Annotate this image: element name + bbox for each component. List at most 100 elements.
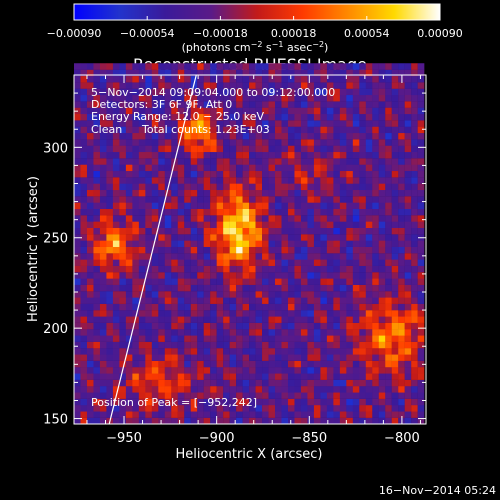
heatmap-pixel [249,221,256,229]
heatmap-pixel [93,354,101,361]
heatmap-pixel [411,348,418,355]
heatmap-pixel [359,82,366,89]
heatmap-pixel [119,417,127,425]
heatmap-pixel [236,322,243,330]
heatmap-pixel [320,303,328,311]
heatmap-pixel [229,208,237,216]
heatmap-pixel [294,348,302,355]
heatmap-pixel [326,278,334,285]
heatmap-pixel [171,120,178,127]
heatmap-pixel [255,259,263,266]
heatmap-pixel [171,101,178,108]
heatmap-pixel [158,227,165,235]
heatmap-pixel [151,284,159,292]
heatmap-pixel [307,196,315,203]
heatmap-pixel [391,139,399,146]
heatmap-pixel [326,284,334,292]
heatmap-pixel [281,335,289,342]
heatmap-pixel [255,221,263,229]
heatmap-pixel [132,310,140,317]
annotation-counts: Total counts: 1.23E+03 [141,123,270,136]
heatmap-pixel [119,291,127,298]
heatmap-pixel [190,164,198,172]
heatmap-pixel [307,253,315,260]
heatmap-pixel [359,94,366,102]
heatmap-pixel [385,392,392,399]
heatmap-pixel [151,113,159,121]
heatmap-pixel [275,386,282,393]
heatmap-pixel [313,94,321,102]
heatmap-pixel [287,164,295,172]
heatmap-pixel [287,367,295,374]
heatmap-pixel [177,196,185,203]
heatmap-pixel [86,234,94,241]
heatmap-pixel [404,189,412,197]
heatmap-pixel [74,227,81,235]
heatmap-pixel [99,278,107,285]
heatmap-pixel [99,183,107,191]
heatmap-pixel [223,297,230,304]
heatmap-pixel [125,329,133,336]
heatmap-pixel [145,322,153,330]
heatmap-pixel [281,94,289,102]
heatmap-pixel [216,164,224,172]
heatmap-pixel [164,278,172,285]
heatmap-pixel [339,303,347,311]
heatmap-pixel [99,170,107,178]
heatmap-pixel [158,139,165,146]
heatmap-pixel [378,284,386,292]
heatmap-pixel [197,158,204,165]
heatmap-pixel [359,329,366,336]
heatmap-pixel [210,297,217,304]
heatmap-pixel [210,94,217,102]
heatmap-pixel [320,284,328,292]
heatmap-pixel [171,259,178,266]
heatmap-pixel [80,120,88,127]
heatmap-pixel [300,405,308,412]
heatmap-pixel [203,221,211,229]
heatmap-pixel [346,398,354,406]
heatmap-pixel [378,189,386,197]
heatmap-pixel [268,246,276,254]
heatmap-pixel [372,417,379,425]
heatmap-pixel [216,120,224,127]
heatmap-pixel [281,329,289,336]
heatmap-pixel [275,151,282,159]
heatmap-pixel [281,132,289,140]
heatmap-pixel [359,310,366,317]
heatmap-pixel [281,69,289,77]
heatmap-pixel [80,113,88,121]
heatmap-pixel [99,246,107,254]
heatmap-pixel [365,126,373,134]
heatmap-pixel [203,341,211,349]
heatmap-pixel [365,234,373,241]
heatmap-pixel [125,246,133,254]
heatmap-pixel [210,373,217,380]
heatmap-pixel [313,246,321,254]
heatmap-pixel [177,151,185,159]
heatmap-pixel [372,379,379,387]
heatmap-pixel [333,75,341,83]
heatmap-pixel [158,132,165,140]
heatmap-pixel [138,253,146,260]
heatmap-pixel [262,335,269,342]
heatmap-pixel [236,234,243,241]
heatmap-pixel [74,278,81,285]
heatmap-pixel [333,265,341,273]
heatmap-pixel [223,272,230,279]
heatmap-pixel [125,202,133,210]
heatmap-pixel [333,278,341,285]
heatmap-pixel [391,69,399,77]
heatmap-pixel [151,392,159,399]
heatmap-pixel [339,177,347,184]
heatmap-pixel [190,329,198,336]
heatmap-pixel [378,101,386,108]
heatmap-pixel [93,132,101,140]
heatmap-pixel [132,139,140,146]
heatmap-pixel [339,189,347,197]
heatmap-pixel [145,405,153,412]
heatmap-pixel [333,215,341,222]
heatmap-pixel [300,196,308,203]
heatmap-pixel [352,221,360,229]
heatmap-pixel [138,183,146,191]
